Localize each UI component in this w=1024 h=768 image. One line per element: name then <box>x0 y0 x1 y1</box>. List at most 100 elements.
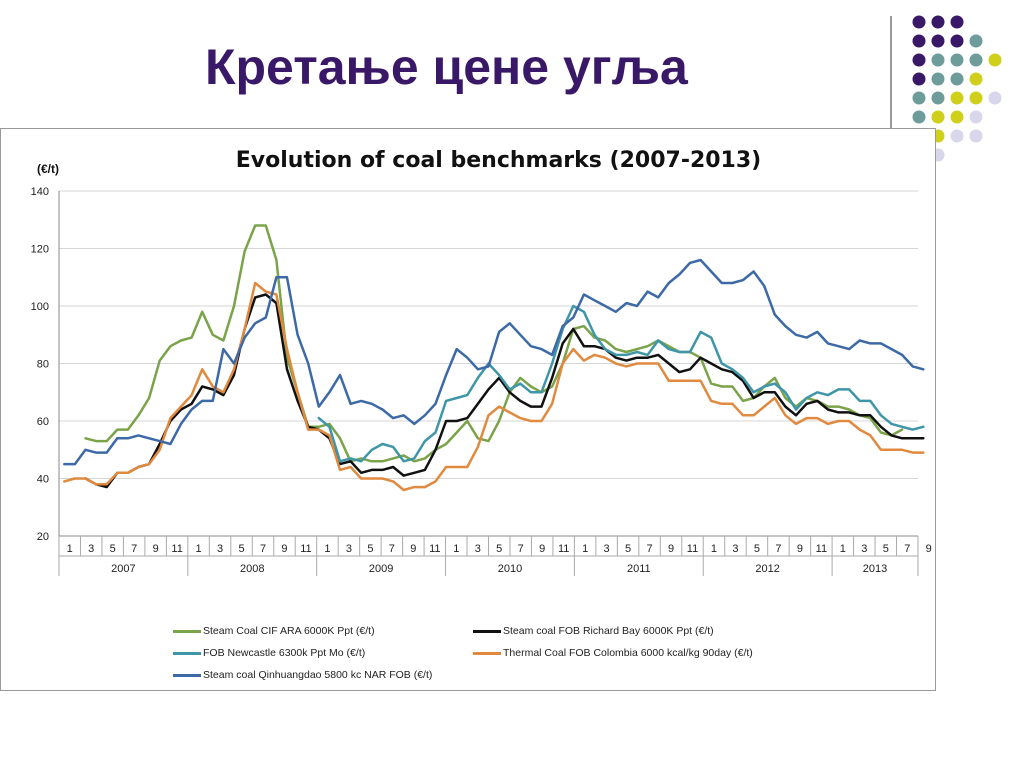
x-tick-label: 7 <box>131 543 137 555</box>
x-tick-label: 11 <box>429 543 440 555</box>
x-tick-label: 5 <box>238 543 244 555</box>
decorative-dot <box>912 34 926 48</box>
legend-label: Steam coal Qinhuangdao 5800 kc NAR FOB (… <box>203 669 433 681</box>
line-chart: Evolution of coal benchmarks (2007-2013)… <box>31 148 932 576</box>
legend-item: Steam coal Qinhuangdao 5800 kc NAR FOB (… <box>173 669 432 681</box>
x-tick-label: 5 <box>754 543 760 555</box>
x-tick-label: 1 <box>453 543 459 555</box>
x-tick-label: 7 <box>775 543 781 555</box>
decorative-dot <box>912 110 926 124</box>
year-label: 2011 <box>627 563 651 575</box>
decorative-dot <box>931 110 945 124</box>
x-tick-label: 3 <box>732 543 738 555</box>
x-tick-label: 3 <box>475 543 481 555</box>
decorative-dot <box>912 15 926 29</box>
x-tick-label: 1 <box>582 543 588 555</box>
decorative-dot <box>969 53 983 67</box>
decorative-dot <box>969 72 983 86</box>
legend-swatch <box>473 651 501 655</box>
decorative-dot <box>988 53 1002 67</box>
y-tick-label: 80 <box>37 359 49 371</box>
x-tick-label: 5 <box>625 543 631 555</box>
decorative-dot <box>931 91 945 105</box>
slide-title: Кретање цене угља <box>205 39 688 95</box>
divider-line <box>890 16 892 128</box>
year-label: 2012 <box>755 563 779 575</box>
x-tick-label: 7 <box>389 543 395 555</box>
x-tick-label: 1 <box>840 543 846 555</box>
x-tick-label: 11 <box>171 543 182 555</box>
legend-item: Steam coal FOB Richard Bay 6000K Ppt (€/… <box>473 625 714 637</box>
x-tick-label: 3 <box>861 543 867 555</box>
y-tick-label: 140 <box>31 186 49 198</box>
y-tick-label: 20 <box>37 531 49 543</box>
decorative-dot <box>988 91 1002 105</box>
decorative-dot <box>931 34 945 48</box>
x-tick-label: 1 <box>67 543 73 555</box>
x-tick-label: 7 <box>647 543 653 555</box>
y-axis-label: (€/t) <box>37 162 59 176</box>
legend-label: FOB Newcastle 6300k Ppt Mo (€/t) <box>203 647 366 659</box>
x-tick-label: 3 <box>604 543 610 555</box>
decorative-dot <box>950 91 964 105</box>
x-tick-label: 11 <box>816 543 827 555</box>
legend-swatch <box>173 629 201 633</box>
year-label: 2010 <box>498 563 522 575</box>
decorative-dot <box>950 72 964 86</box>
x-tick-label: 9 <box>926 543 932 555</box>
decorative-dot <box>912 91 926 105</box>
x-tick-label: 9 <box>410 543 416 555</box>
x-tick-label: 9 <box>668 543 674 555</box>
y-tick-label: 100 <box>31 301 49 313</box>
x-tick-label: 3 <box>346 543 352 555</box>
decorative-dot <box>912 53 926 67</box>
legend-item: Steam Coal CIF ARA 6000K Ppt (€/t) <box>173 625 375 637</box>
x-tick-label: 1 <box>324 543 330 555</box>
legend-item: Thermal Coal FOB Colombia 6000 kcal/kg 9… <box>473 647 753 659</box>
x-tick-label: 3 <box>88 543 94 555</box>
series-line-2 <box>84 293 925 489</box>
legend-swatch <box>473 629 501 633</box>
decorative-dot <box>950 53 964 67</box>
year-label: 2009 <box>369 563 393 575</box>
x-tick-label: 11 <box>687 543 698 555</box>
x-tick-label: 7 <box>260 543 266 555</box>
x-tick-label: 1 <box>711 543 717 555</box>
decorative-dot <box>931 72 945 86</box>
x-tick-label: 5 <box>883 543 889 555</box>
x-tick-label: 5 <box>367 543 373 555</box>
decorative-dot <box>969 34 983 48</box>
decorative-dot <box>969 110 983 124</box>
decorative-dot <box>969 129 983 143</box>
decorative-dot <box>950 34 964 48</box>
series-line-5 <box>63 258 925 466</box>
legend-swatch <box>173 673 201 677</box>
decorative-dot <box>950 15 964 29</box>
year-label: 2013 <box>863 563 887 575</box>
year-label: 2008 <box>240 563 264 575</box>
series-line-4 <box>63 281 925 492</box>
y-tick-label: 40 <box>37 474 49 486</box>
x-tick-label: 11 <box>300 543 311 555</box>
y-tick-label: 60 <box>37 416 49 428</box>
legend-swatch <box>173 651 201 655</box>
x-tick-label: 1 <box>196 543 202 555</box>
year-label: 2007 <box>111 563 135 575</box>
legend-label: Steam Coal CIF ARA 6000K Ppt (€/t) <box>203 625 375 637</box>
series-line-3 <box>317 304 925 463</box>
x-tick-label: 7 <box>518 543 524 555</box>
series-line-1 <box>84 224 904 463</box>
x-tick-label: 9 <box>153 543 159 555</box>
legend-label: Steam coal FOB Richard Bay 6000K Ppt (€/… <box>503 625 714 637</box>
x-tick-label: 9 <box>797 543 803 555</box>
chart-title: Evolution of coal benchmarks (2007-2013) <box>236 148 761 173</box>
legend-item: FOB Newcastle 6300k Ppt Mo (€/t) <box>173 647 365 659</box>
decorative-dot <box>950 110 964 124</box>
decorative-dot <box>969 91 983 105</box>
decorative-dot <box>931 15 945 29</box>
x-tick-label: 9 <box>539 543 545 555</box>
x-tick-label: 3 <box>217 543 223 555</box>
x-tick-label: 5 <box>496 543 502 555</box>
y-tick-label: 120 <box>31 244 49 256</box>
decorative-dot <box>950 129 964 143</box>
